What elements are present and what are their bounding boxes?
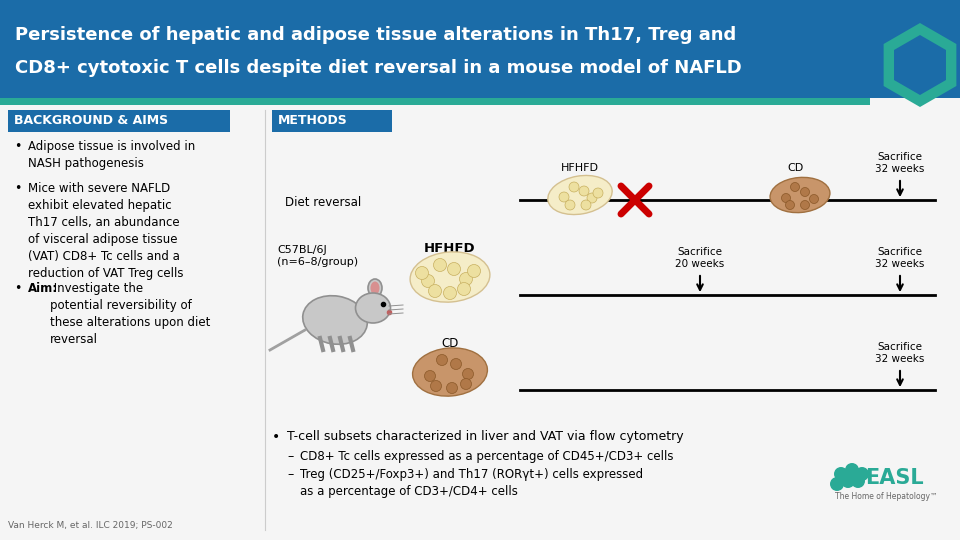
Text: •: • (14, 182, 21, 195)
Circle shape (430, 381, 442, 392)
Circle shape (421, 274, 435, 287)
Circle shape (845, 463, 859, 477)
Circle shape (579, 186, 589, 196)
Circle shape (809, 194, 819, 204)
FancyBboxPatch shape (272, 110, 392, 132)
Circle shape (593, 188, 603, 198)
Text: Van Herck M, et al. ILC 2019; PS-002: Van Herck M, et al. ILC 2019; PS-002 (8, 521, 173, 530)
Circle shape (450, 359, 462, 369)
Circle shape (801, 187, 809, 197)
Circle shape (463, 368, 473, 380)
Text: The Home of Hepatology™: The Home of Hepatology™ (835, 492, 938, 501)
Circle shape (834, 467, 848, 481)
Text: •: • (272, 430, 280, 444)
Circle shape (565, 200, 575, 210)
Circle shape (446, 382, 458, 394)
Text: HFHFD: HFHFD (561, 163, 599, 173)
Circle shape (437, 354, 447, 366)
Text: METHODS: METHODS (278, 114, 348, 127)
Ellipse shape (410, 252, 490, 302)
Text: CD8+ Tc cells expressed as a percentage of CD45+/CD3+ cells: CD8+ Tc cells expressed as a percentage … (300, 450, 674, 463)
Circle shape (569, 182, 579, 192)
Circle shape (428, 285, 442, 298)
Text: Mice with severe NAFLD
exhibit elevated hepatic
Th17 cells, an abundance
of visc: Mice with severe NAFLD exhibit elevated … (28, 182, 183, 280)
Text: T-cell subsets characterized in liver and VAT via flow cytometry: T-cell subsets characterized in liver an… (287, 430, 684, 443)
Circle shape (841, 474, 855, 488)
Circle shape (587, 193, 597, 203)
Text: Sacrifice
32 weeks: Sacrifice 32 weeks (876, 247, 924, 269)
Circle shape (851, 474, 865, 488)
Text: Adipose tissue is involved in
NASH pathogenesis: Adipose tissue is involved in NASH patho… (28, 140, 195, 170)
Circle shape (790, 183, 800, 192)
FancyBboxPatch shape (8, 110, 230, 132)
Circle shape (855, 467, 869, 481)
Text: –: – (287, 468, 293, 481)
Circle shape (461, 379, 471, 389)
Text: Sacrifice
32 weeks: Sacrifice 32 weeks (876, 342, 924, 364)
FancyBboxPatch shape (0, 98, 870, 105)
Ellipse shape (355, 293, 391, 323)
Text: Persistence of hepatic and adipose tissue alterations in Th17, Treg and: Persistence of hepatic and adipose tissu… (15, 26, 736, 44)
Circle shape (416, 267, 428, 280)
Text: CD: CD (442, 337, 459, 350)
Circle shape (444, 287, 457, 300)
Text: Investigate the
potential reversibility of
these alterations upon diet
reversal: Investigate the potential reversibility … (50, 282, 210, 346)
Text: CD: CD (787, 163, 804, 173)
Text: Sacrifice
32 weeks: Sacrifice 32 weeks (876, 152, 924, 174)
Circle shape (781, 193, 790, 202)
Circle shape (460, 273, 472, 286)
Text: •: • (14, 140, 21, 153)
Circle shape (581, 200, 591, 210)
Circle shape (434, 259, 446, 272)
Polygon shape (894, 35, 946, 95)
Polygon shape (883, 23, 956, 107)
Circle shape (801, 200, 809, 210)
Circle shape (468, 265, 481, 278)
Circle shape (424, 370, 436, 381)
Ellipse shape (770, 177, 830, 213)
Circle shape (559, 192, 569, 202)
Text: Aim:: Aim: (28, 282, 59, 295)
Ellipse shape (302, 296, 368, 345)
Circle shape (458, 282, 470, 295)
Text: –: – (287, 450, 293, 463)
Ellipse shape (413, 348, 488, 396)
Text: Sacrifice
20 weeks: Sacrifice 20 weeks (676, 247, 725, 269)
Ellipse shape (371, 281, 379, 294)
Text: HFHFD: HFHFD (424, 242, 476, 255)
Text: BACKGROUND & AIMS: BACKGROUND & AIMS (14, 114, 168, 127)
Text: CD8+ cytotoxic T cells despite diet reversal in a mouse model of NAFLD: CD8+ cytotoxic T cells despite diet reve… (15, 59, 742, 77)
Ellipse shape (368, 279, 382, 297)
Circle shape (447, 262, 461, 275)
Circle shape (785, 200, 795, 210)
Circle shape (830, 477, 844, 491)
Ellipse shape (548, 176, 612, 214)
FancyBboxPatch shape (0, 0, 960, 98)
Text: C57BL/6J
(n=6–8/group): C57BL/6J (n=6–8/group) (277, 245, 358, 267)
Text: Diet reversal: Diet reversal (285, 197, 361, 210)
Text: •: • (14, 282, 21, 295)
Text: EASL: EASL (865, 468, 924, 488)
Text: Treg (CD25+/Foxp3+) and Th17 (RORγt+) cells expressed
as a percentage of CD3+/CD: Treg (CD25+/Foxp3+) and Th17 (RORγt+) ce… (300, 468, 643, 498)
